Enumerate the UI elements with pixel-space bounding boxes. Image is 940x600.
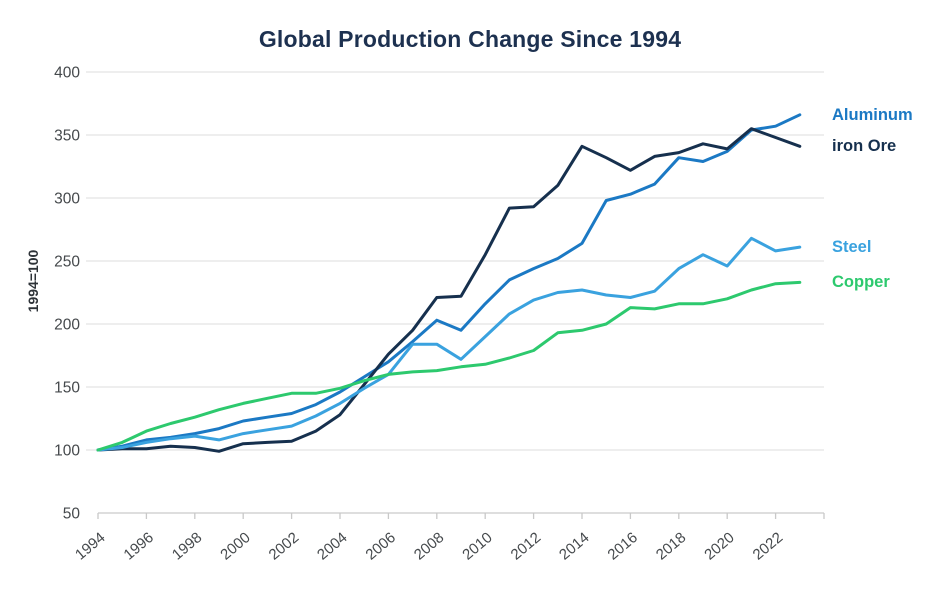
x-axis-label: 2022 bbox=[750, 529, 786, 563]
y-axis-title: 1994=100 bbox=[25, 249, 41, 313]
y-axis-tick-label: 400 bbox=[54, 65, 80, 82]
x-axis-label: 1994 bbox=[72, 529, 108, 563]
series-line-steel bbox=[96, 236, 802, 452]
x-axis-label: 2006 bbox=[362, 529, 398, 563]
x-axis-label: 2010 bbox=[459, 529, 495, 563]
series-line-iron-ore bbox=[96, 127, 802, 453]
y-axis-tick-label: 50 bbox=[63, 506, 81, 523]
x-axis-label: 2012 bbox=[508, 529, 544, 563]
legend-label-aluminum: Aluminum bbox=[832, 105, 913, 124]
x-axis-label: 2002 bbox=[266, 529, 302, 563]
x-axis-label: 2018 bbox=[653, 529, 689, 563]
legend-label-iron-ore: iron Ore bbox=[832, 137, 897, 156]
series-line-aluminum bbox=[96, 113, 802, 452]
series-line-copper bbox=[96, 280, 802, 452]
legend-label-copper: Copper bbox=[832, 273, 890, 292]
x-axis-label: 2008 bbox=[411, 529, 447, 563]
y-axis-tick-label: 100 bbox=[54, 443, 80, 460]
y-axis-tick-label: 300 bbox=[54, 191, 80, 208]
x-axis-label: 2014 bbox=[556, 529, 592, 563]
y-axis-tick-label: 350 bbox=[54, 128, 80, 145]
x-axis-label: 2000 bbox=[217, 529, 253, 563]
y-axis-tick-label: 200 bbox=[54, 317, 80, 334]
legend-label-steel: Steel bbox=[832, 238, 872, 257]
y-axis-tick-label: 250 bbox=[54, 254, 80, 271]
x-axis-label: 2016 bbox=[604, 529, 640, 563]
x-axis-label: 2020 bbox=[701, 529, 737, 563]
chart-title: Global Production Change Since 1994 bbox=[258, 26, 682, 52]
x-axis-label: 1998 bbox=[169, 529, 205, 563]
x-axis-label: 2004 bbox=[314, 529, 350, 563]
y-axis-tick-label: 150 bbox=[54, 380, 80, 397]
x-axis-label: 1996 bbox=[120, 529, 156, 563]
